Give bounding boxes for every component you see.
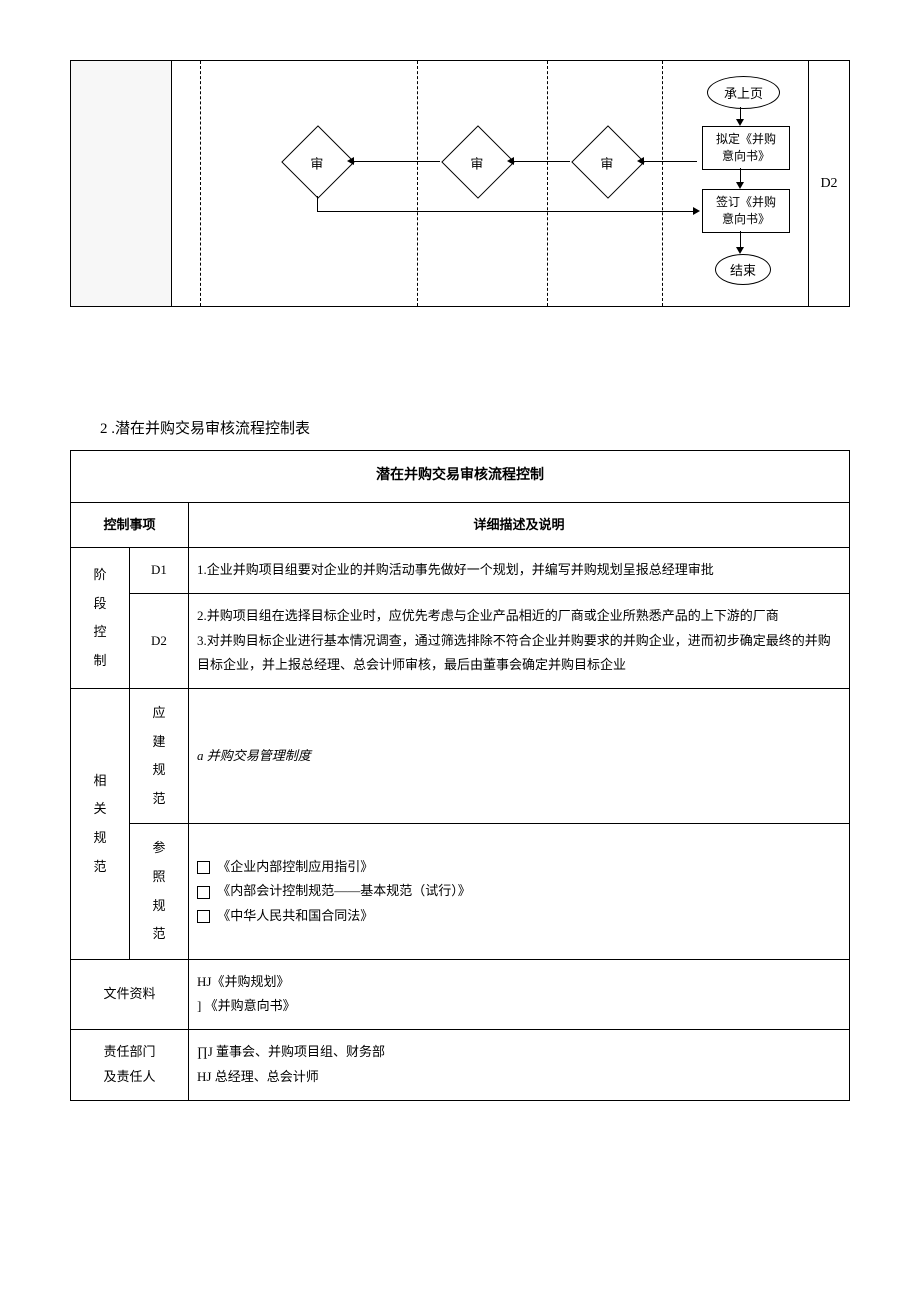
flowchart-arrowhead xyxy=(736,119,744,126)
d1-desc: 1.企业并购项目组要对企业的并购活动事先做好一个规划，并编写并购规划呈报总经理审… xyxy=(189,548,850,594)
docs-desc: HJ《并购规划》 ] 《并购意向书》 xyxy=(189,959,850,1029)
d2-desc: 2.并购项目组在选择目标企业时，应优先考虑与企业产品相近的厂商或企业所熟悉产品的… xyxy=(189,593,850,688)
flowchart-divider xyxy=(662,61,663,306)
resp-desc: ∏J 董事会、并购项目组、财务部 HJ 总经理、总会计师 xyxy=(189,1030,850,1100)
flowchart-arrowhead xyxy=(347,157,354,165)
phase-control-label: 阶段控制 xyxy=(71,548,130,689)
flowchart-arrow xyxy=(642,161,697,162)
vertical-text: 阶段控制 xyxy=(93,561,107,675)
flowchart-diamond-node: 审 xyxy=(281,125,355,199)
doc-line: ] 《并购意向书》 xyxy=(197,994,841,1019)
document-page: 承上页 拟定《并购 意向书》 审 审 审 签订《并购 意向书》 xyxy=(0,0,920,1161)
checkbox-icon xyxy=(197,910,210,923)
resp-line: HJ 总经理、总会计师 xyxy=(197,1065,841,1090)
section-heading: 2 .潜在并购交易审核流程控制表 xyxy=(100,417,850,438)
flowchart-arrow xyxy=(352,161,440,162)
norm-label: 相关规范 xyxy=(71,689,130,960)
resp-label: 责任部门 及责任人 xyxy=(71,1030,189,1100)
flowchart-rect-node: 签订《并购 意向书》 xyxy=(702,189,790,233)
flowchart-arrowhead xyxy=(507,157,514,165)
flowchart-rect-text: 拟定《并购 xyxy=(716,132,776,146)
flowchart-right-label: D2 xyxy=(808,61,849,306)
flowchart-divider xyxy=(547,61,548,306)
flowchart-arrowhead xyxy=(693,207,700,215)
resp-label-line: 责任部门 xyxy=(79,1040,180,1065)
control-table: 潜在并购交易审核流程控制 控制事项 详细描述及说明 阶段控制 D1 1.企业并购… xyxy=(70,450,850,1101)
diamond-label: 审 xyxy=(292,154,342,173)
table-header-desc: 详细描述及说明 xyxy=(189,502,850,548)
flowchart-divider xyxy=(200,61,201,306)
flowchart-rect-text: 意向书》 xyxy=(722,212,770,226)
flowchart-arrow xyxy=(317,196,318,211)
flowchart-rect-text: 意向书》 xyxy=(722,149,770,163)
flowchart-arrowhead xyxy=(736,247,744,254)
table-header-control: 控制事项 xyxy=(71,502,189,548)
vertical-text: 参照规范 xyxy=(152,834,166,948)
ref-text: 《企业内部控制应用指引》 xyxy=(217,859,373,874)
flowchart-diamond-node: 审 xyxy=(441,125,515,199)
flowchart-arrow xyxy=(512,161,570,162)
vertical-text: 相关规范 xyxy=(93,767,107,881)
ref-text: 《内部会计控制规范——基本规范（试行）》 xyxy=(217,883,471,898)
doc-line: HJ《并购规划》 xyxy=(197,970,841,995)
flowchart-panel: 承上页 拟定《并购 意向书》 审 审 审 签订《并购 意向书》 xyxy=(70,60,850,307)
flowchart-end-node: 结束 xyxy=(715,254,771,285)
flowchart-rect-node: 拟定《并购 意向书》 xyxy=(702,126,790,170)
flowchart-arrowhead xyxy=(637,157,644,165)
diamond-label: 审 xyxy=(452,154,502,173)
table-title: 潜在并购交易审核流程控制 xyxy=(71,451,850,503)
norm-sub1-desc: a 并购交易管理制度 xyxy=(189,689,850,824)
resp-label-line: 及责任人 xyxy=(79,1065,180,1090)
flowchart-rect-text: 签订《并购 xyxy=(716,195,776,209)
flowchart-divider xyxy=(417,61,418,306)
flowchart-arrow xyxy=(317,211,695,212)
d2-label: D2 xyxy=(130,593,189,688)
norm-refs: 《企业内部控制应用指引》 《内部会计控制规范——基本规范（试行）》 《中华人民共… xyxy=(189,824,850,959)
checkbox-icon xyxy=(197,886,210,899)
docs-label: 文件资料 xyxy=(71,959,189,1029)
resp-line: ∏J 董事会、并购项目组、财务部 xyxy=(197,1040,841,1065)
flowchart-start-node: 承上页 xyxy=(707,76,780,109)
checkbox-icon xyxy=(197,861,210,874)
d1-label: D1 xyxy=(130,548,189,594)
flowchart-arrowhead xyxy=(736,182,744,189)
norm-sub2-label: 参照规范 xyxy=(130,824,189,959)
diamond-label: 审 xyxy=(582,154,632,173)
flowchart-diamond-node: 审 xyxy=(571,125,645,199)
flowchart-left-blank xyxy=(71,61,172,306)
ref-text: 《中华人民共和国合同法》 xyxy=(217,908,373,923)
norm-sub1-label: 应建规范 xyxy=(130,689,189,824)
vertical-text: 应建规范 xyxy=(152,699,166,813)
flowchart-main: 承上页 拟定《并购 意向书》 审 审 审 签订《并购 意向书》 xyxy=(172,61,808,306)
